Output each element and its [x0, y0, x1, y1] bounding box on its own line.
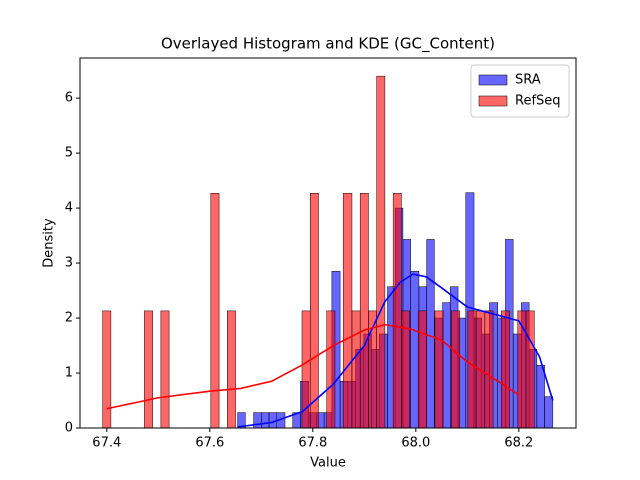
legend: SRA RefSeq: [470, 64, 570, 118]
y-axis-label: Density: [42, 218, 57, 268]
histogram-bar: [342, 192, 353, 429]
histogram-bar: [253, 412, 262, 429]
histogram-bar: [351, 310, 361, 429]
histogram-bar: [484, 310, 494, 429]
histogram-bar: [418, 310, 427, 429]
legend-swatch: [478, 95, 508, 107]
histogram-bar: [451, 310, 460, 429]
histogram-bar: [426, 239, 435, 429]
histogram-bar: [392, 192, 402, 429]
kde-line: [106, 323, 520, 410]
x-tick-label: 67.4: [92, 436, 121, 451]
legend-label: RefSeq: [515, 94, 561, 109]
histogram-bar: [309, 192, 319, 429]
legend-label: SRA: [515, 73, 541, 88]
histogram-bar: [410, 271, 420, 429]
histogram-bar: [442, 302, 451, 429]
histogram-bar: [544, 396, 554, 429]
y-tick-label: 0: [65, 421, 73, 436]
histogram-bar: [144, 310, 153, 429]
histogram-bar: [102, 310, 112, 429]
axes-frame: [79, 57, 577, 429]
y-tick-label: 2: [65, 311, 73, 326]
histogram-bar: [525, 310, 535, 429]
x-tick-label: 68.2: [504, 436, 533, 451]
legend-swatch: [478, 74, 508, 86]
x-tick-label: 67.6: [195, 436, 224, 451]
x-tick-label: 67.8: [298, 436, 327, 451]
histogram-bar: [376, 75, 386, 429]
histogram-bar: [160, 310, 170, 429]
y-tick-label: 1: [65, 366, 73, 381]
x-axis-label: Value: [310, 456, 346, 471]
histogram-bar: [517, 310, 527, 429]
histogram-bar: [359, 192, 369, 429]
chart-title: Overlayed Histogram and KDE (GC_Content): [161, 35, 495, 54]
histogram-bar: [261, 412, 270, 429]
y-tick-label: 6: [65, 91, 73, 106]
histogram-bar: [326, 310, 336, 429]
y-tick-label: 4: [65, 201, 73, 216]
kde-line: [237, 273, 554, 428]
histogram-bar: [434, 310, 444, 429]
y-tick-label: 3: [65, 256, 73, 271]
histogram-bar: [227, 310, 236, 429]
histogram-bar: [536, 365, 545, 429]
histogram-bar: [501, 310, 510, 429]
y-tick-label: 5: [65, 146, 73, 161]
histogram-bar: [210, 192, 220, 429]
histogram-bar: [467, 310, 477, 429]
x-tick-label: 68.0: [401, 436, 430, 451]
plot-area: [102, 75, 554, 429]
